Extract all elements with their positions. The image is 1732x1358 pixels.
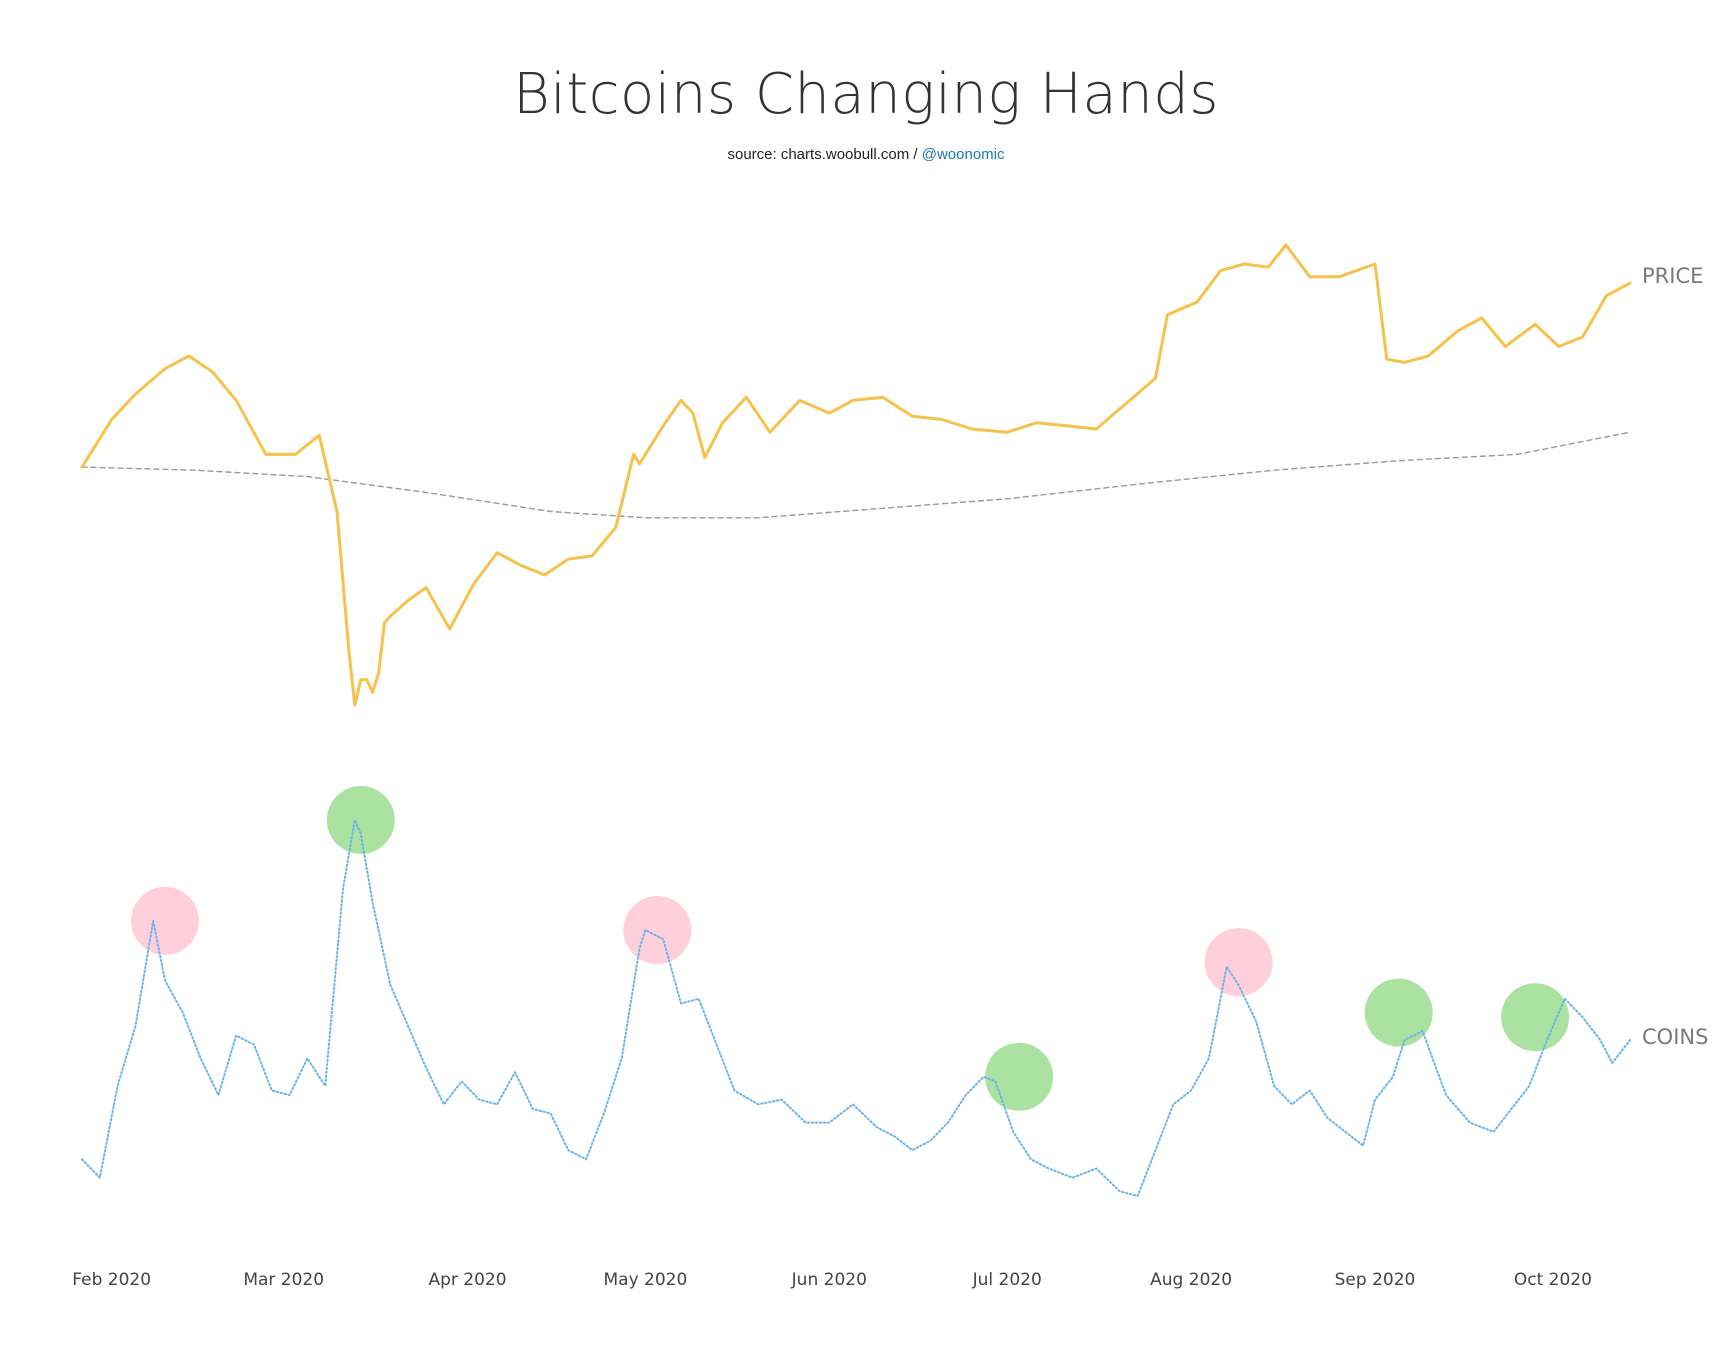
highlight-circle — [623, 896, 692, 964]
x-tick-label: Feb 2020 — [72, 1270, 151, 1290]
x-tick-label: Sep 2020 — [1335, 1270, 1416, 1290]
x-tick-label: Jul 2020 — [972, 1270, 1042, 1290]
coins-series-label: COINS — [1642, 1025, 1708, 1049]
highlight-circle — [1204, 928, 1273, 997]
moving-average-line — [81, 431, 1631, 519]
x-tick-label: Aug 2020 — [1150, 1270, 1232, 1290]
price-line — [80, 243, 1632, 707]
x-tick-label: Oct 2020 — [1514, 1270, 1592, 1290]
x-axis: Feb 2020 Mar 2020 Apr 2020 May 2020 Jun 2020… — [72, 1270, 1592, 1290]
highlight-circle — [326, 786, 395, 854]
highlight-circle — [985, 1042, 1054, 1111]
highlight-circle — [1501, 983, 1570, 1052]
price-series — [80, 243, 1632, 707]
x-tick-label: Jun 2020 — [791, 1270, 867, 1290]
highlight-markers — [131, 786, 1570, 1111]
series-labels: PRICE COINS — [1642, 264, 1708, 1049]
chart-subtitle: source: charts.woobull.com / @woonomic — [0, 146, 1732, 163]
coins-series — [81, 819, 1631, 1197]
price-series-label: PRICE — [1642, 264, 1703, 288]
coins-line — [81, 819, 1631, 1197]
highlight-circle — [1364, 978, 1433, 1047]
twitter-handle-link[interactable]: @woonomic — [921, 146, 1005, 163]
source-text: source: charts.woobull.com / — [727, 146, 922, 163]
chart-title: Bitcoins Changing Hands — [513, 62, 1219, 127]
x-tick-label: Mar 2020 — [243, 1270, 324, 1290]
highlight-circle — [131, 886, 199, 955]
x-tick-label: Apr 2020 — [428, 1270, 506, 1290]
price-moving-average — [81, 431, 1631, 519]
x-tick-label: May 2020 — [603, 1270, 687, 1290]
